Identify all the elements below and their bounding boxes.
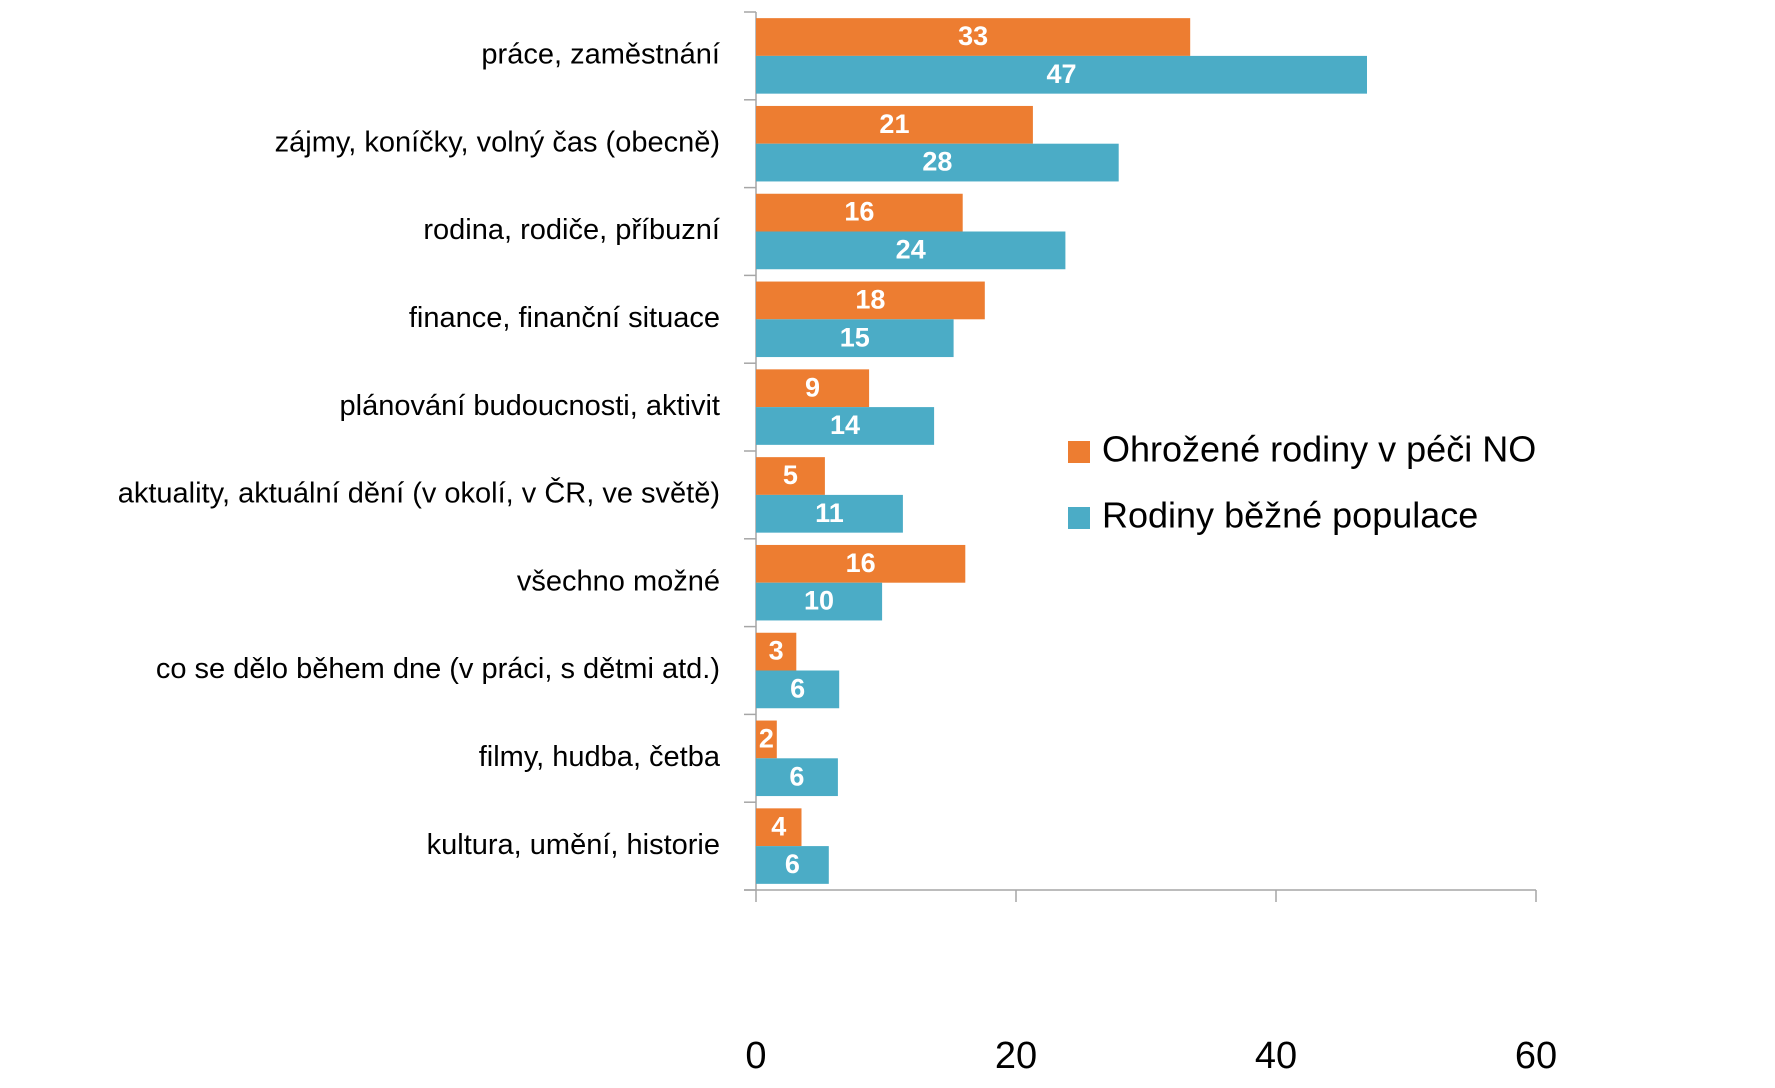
data-label: 5	[783, 460, 798, 490]
bar	[756, 193, 963, 232]
category-label: filmy, hudba, četba	[479, 741, 721, 773]
bar	[756, 281, 985, 320]
bar	[756, 670, 840, 709]
bar	[756, 319, 954, 358]
data-label: 3	[769, 636, 784, 666]
legend-label: Ohrožené rodiny v péči NO	[1102, 429, 1536, 470]
data-label: 4	[771, 811, 786, 841]
bar	[756, 846, 829, 884]
x-tick-label: 0	[745, 1035, 766, 1077]
data-label: 10	[804, 586, 834, 616]
category-label: aktuality, aktuální dění (v okolí, v ČR,…	[118, 476, 720, 510]
bar	[756, 758, 838, 797]
data-label: 28	[922, 147, 952, 177]
data-label: 18	[855, 285, 885, 315]
x-tick-label: 20	[995, 1035, 1037, 1077]
legend-label: Rodiny běžné populace	[1102, 495, 1478, 536]
bar	[756, 457, 825, 495]
data-label: 15	[840, 322, 870, 352]
data-label: 24	[896, 235, 926, 265]
data-label: 6	[785, 849, 800, 879]
data-label: 9	[805, 372, 820, 402]
bar	[756, 55, 1367, 94]
bar	[756, 720, 777, 759]
data-label: 16	[844, 197, 874, 227]
data-label: 2	[759, 724, 774, 754]
bar	[756, 582, 883, 621]
category-label: všechno možné	[517, 565, 720, 597]
data-label: 14	[830, 410, 860, 440]
category-label: zájmy, koníčky, volný čas (obecně)	[275, 126, 720, 158]
bar	[756, 369, 870, 408]
bar	[756, 143, 1119, 182]
bar	[756, 494, 903, 533]
bar	[756, 231, 1066, 270]
bar	[756, 808, 802, 847]
data-label: 6	[789, 761, 804, 791]
data-label: 6	[790, 674, 805, 704]
category-label: plánování budoucnosti, aktivit	[340, 390, 720, 422]
legend-swatch	[1068, 507, 1090, 529]
category-label: finance, finanční situace	[409, 302, 720, 334]
x-tick-label: 40	[1255, 1035, 1297, 1077]
bar	[756, 632, 797, 671]
category-label: práce, zaměstnání	[481, 39, 720, 71]
data-label: 47	[1046, 59, 1076, 89]
bar	[756, 544, 966, 583]
bar	[756, 105, 1033, 144]
data-label: 11	[815, 498, 844, 528]
x-tick-label: 60	[1515, 1035, 1557, 1077]
legend-swatch	[1068, 441, 1090, 463]
data-label: 33	[958, 21, 988, 51]
category-label: co se dělo během dne (v práci, s dětmi a…	[156, 653, 720, 685]
category-label: kultura, umění, historie	[427, 829, 720, 861]
category-label: rodina, rodiče, příbuzní	[423, 214, 720, 246]
data-label: 16	[846, 548, 876, 578]
bar	[756, 18, 1191, 56]
bar	[756, 407, 935, 445]
data-label: 21	[879, 109, 909, 139]
